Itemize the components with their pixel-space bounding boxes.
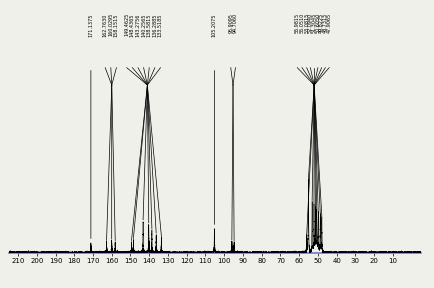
Text: 49.8225: 49.8225	[319, 13, 324, 33]
Text: 94.7060: 94.7060	[233, 13, 238, 33]
Text: 55.0510: 55.0510	[299, 13, 305, 33]
Text: 133.5185: 133.5185	[158, 13, 163, 37]
Text: 53.0815: 53.0815	[304, 13, 309, 33]
Text: ppm: ppm	[404, 286, 421, 288]
Text: 55.9815: 55.9815	[295, 13, 300, 33]
Text: 138.5815: 138.5815	[147, 13, 152, 37]
Text: 51.3045: 51.3045	[312, 13, 317, 33]
Text: 105.2075: 105.2075	[212, 13, 217, 37]
Text: 143.2756: 143.2756	[135, 13, 141, 37]
Text: 140.2565: 140.2565	[141, 13, 146, 37]
Text: 136.2885: 136.2885	[152, 13, 158, 37]
Text: 148.4365: 148.4365	[130, 13, 135, 37]
Text: 50.6050: 50.6050	[316, 13, 320, 33]
Text: 48.7315: 48.7315	[323, 13, 328, 33]
Text: 171.1375: 171.1375	[89, 13, 93, 37]
Text: 162.7630: 162.7630	[103, 13, 108, 37]
Text: 52.0940: 52.0940	[308, 13, 313, 33]
Text: 95.9095: 95.9095	[228, 13, 233, 33]
Text: 158.1515: 158.1515	[114, 13, 119, 37]
Text: 149.4625: 149.4625	[124, 13, 129, 37]
Text: 160.0295: 160.0295	[108, 13, 113, 37]
Text: 47.9065: 47.9065	[327, 13, 332, 33]
